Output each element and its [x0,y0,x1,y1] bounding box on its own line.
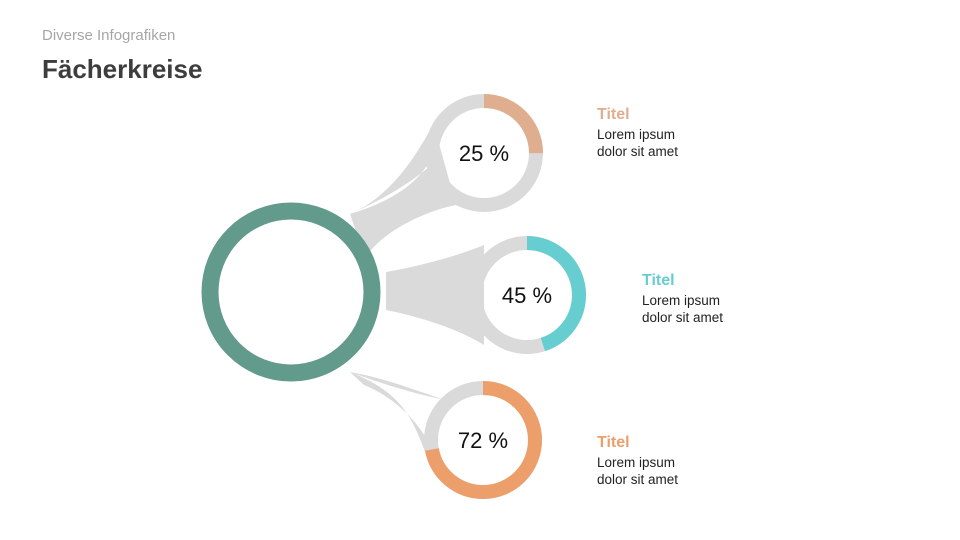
item-text-2a: Lorem ipsum [642,293,721,308]
progress-ring-2: 45 % [468,236,586,354]
connector-2 [386,245,484,345]
item-title-3: Titel [597,434,630,451]
item-label-3: Titel Lorem ipsum dolor sit amet [597,434,678,488]
connector-1 [350,130,456,258]
item-text-1b: dolor sit amet [597,144,679,159]
page-title: Fächerkreise [42,54,203,84]
connector-3 [350,372,445,452]
item-label-2: Titel Lorem ipsum dolor sit amet [642,272,723,326]
progress-ring-3: 72 % [424,381,542,499]
percent-label-3: 72 % [458,428,508,453]
progress-ring-1: 25 % [425,94,543,212]
ring-progress-1 [425,94,543,212]
ring-progress-3 [424,381,542,499]
percent-label-1: 25 % [459,141,509,166]
item-title-2: Titel [642,272,675,289]
percent-label-2: 45 % [502,283,552,308]
item-text-3a: Lorem ipsum [597,455,676,470]
item-label-1: Titel Lorem ipsum dolor sit amet [597,106,678,160]
page-subtitle: Diverse Infografiken [42,27,176,44]
item-text-3b: dolor sit amet [597,472,679,487]
ring-progress-2 [468,236,586,354]
hub-ring [201,202,381,382]
item-title-1: Titel [597,106,630,123]
item-text-2b: dolor sit amet [642,310,724,325]
item-text-1a: Lorem ipsum [597,127,676,142]
